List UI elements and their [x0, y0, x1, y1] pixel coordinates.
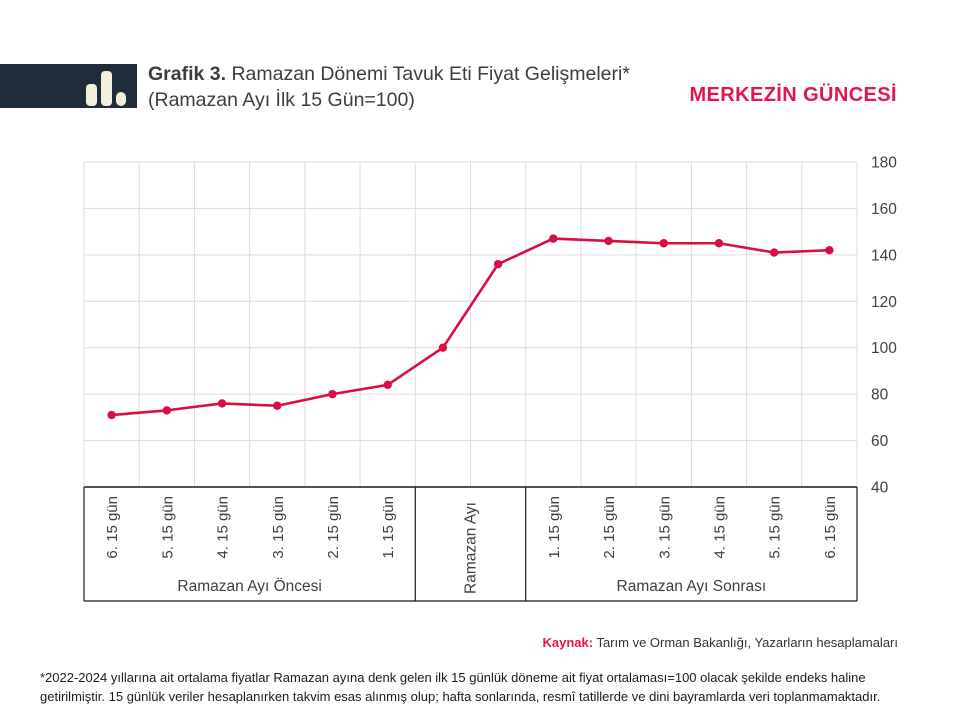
bar-chart-icon [86, 84, 97, 106]
data-point [493, 259, 503, 269]
data-point [273, 401, 282, 410]
chart-title-line1: Grafik 3. Ramazan Dönemi Tavuk Eti Fiyat… [148, 61, 728, 87]
data-point [383, 380, 392, 390]
chart-title: Grafik 3. Ramazan Dönemi Tavuk Eti Fiyat… [148, 61, 728, 113]
y-tick-label: 120 [871, 294, 897, 311]
data-point [659, 239, 668, 248]
data-point [825, 246, 834, 255]
y-tick-label: 60 [871, 433, 889, 450]
x-tick-label: 1. 15 gün [546, 496, 563, 559]
source-text: Tarım ve Orman Bakanlığı, Yazarların hes… [593, 635, 898, 650]
y-tick-label: 180 [871, 155, 897, 172]
x-tick-label: 6. 15 gün [822, 496, 839, 559]
x-group-label: Ramazan Ayı Sonrası [617, 578, 767, 595]
data-point [162, 406, 172, 415]
x-tick-label: 2. 15 gün [325, 496, 342, 559]
data-point [769, 248, 779, 257]
x-tick-label: 3. 15 gün [656, 496, 673, 559]
data-point [217, 399, 227, 408]
chart-subtitle: (Ramazan Ayı İlk 15 Gün=100) [148, 89, 415, 111]
x-tick-label: 1. 15 gün [380, 496, 397, 559]
data-point [328, 389, 337, 399]
x-tick-label: 5. 15 gün [767, 496, 784, 559]
chart-title-rest: Ramazan Dönemi Tavuk Eti Fiyat Gelişmele… [226, 63, 630, 85]
y-tick-label: 40 [871, 480, 889, 497]
data-point [549, 234, 558, 243]
y-tick-label: 100 [871, 340, 897, 357]
x-tick-label: 3. 15 gün [270, 496, 287, 559]
y-tick-label: 140 [871, 247, 897, 264]
data-point [107, 410, 116, 420]
source-label: Kaynak: [542, 635, 594, 650]
x-group-label: Ramazan Ayı Öncesi [177, 577, 321, 595]
data-point [714, 239, 724, 248]
x-tick-label: 4. 15 gün [215, 496, 232, 559]
footnote-line1: *2022-2024 yıllarına ait ortalama fiyatl… [40, 670, 866, 685]
data-point [604, 236, 613, 246]
chart-title-prefix: Grafik 3. [148, 63, 227, 85]
footnote-line2: getirilmiştir. 15 günlük veriler hesapla… [40, 689, 881, 704]
y-tick-label: 160 [871, 201, 897, 218]
brand-wordmark: MERKEZİN GÜNCESİ [689, 84, 897, 106]
footnote: *2022-2024 yıllarına ait ortalama fiyatl… [40, 668, 890, 706]
x-tick-label: 5. 15 gün [159, 496, 176, 559]
bar-chart-icon [116, 92, 126, 106]
y-tick-label: 80 [871, 387, 889, 404]
source-line: Kaynak: Tarım ve Orman Bakanlığı, Yazarl… [543, 635, 899, 650]
bar-chart-icon [101, 71, 112, 106]
x-tick-label: 4. 15 gün [711, 496, 728, 559]
x-group-label-rotated: Ramazan Ayı [463, 502, 480, 594]
data-point [438, 343, 448, 352]
price-line [111, 237, 830, 417]
line-chart: 180 160 140 120 100 80 60 40 6. 15 gün 5. 15 gün 4… [83, 155, 897, 602]
x-tick-label: 6. 15 gün [104, 496, 121, 559]
logo [0, 64, 137, 108]
x-tick-label: 2. 15 gün [601, 496, 618, 559]
